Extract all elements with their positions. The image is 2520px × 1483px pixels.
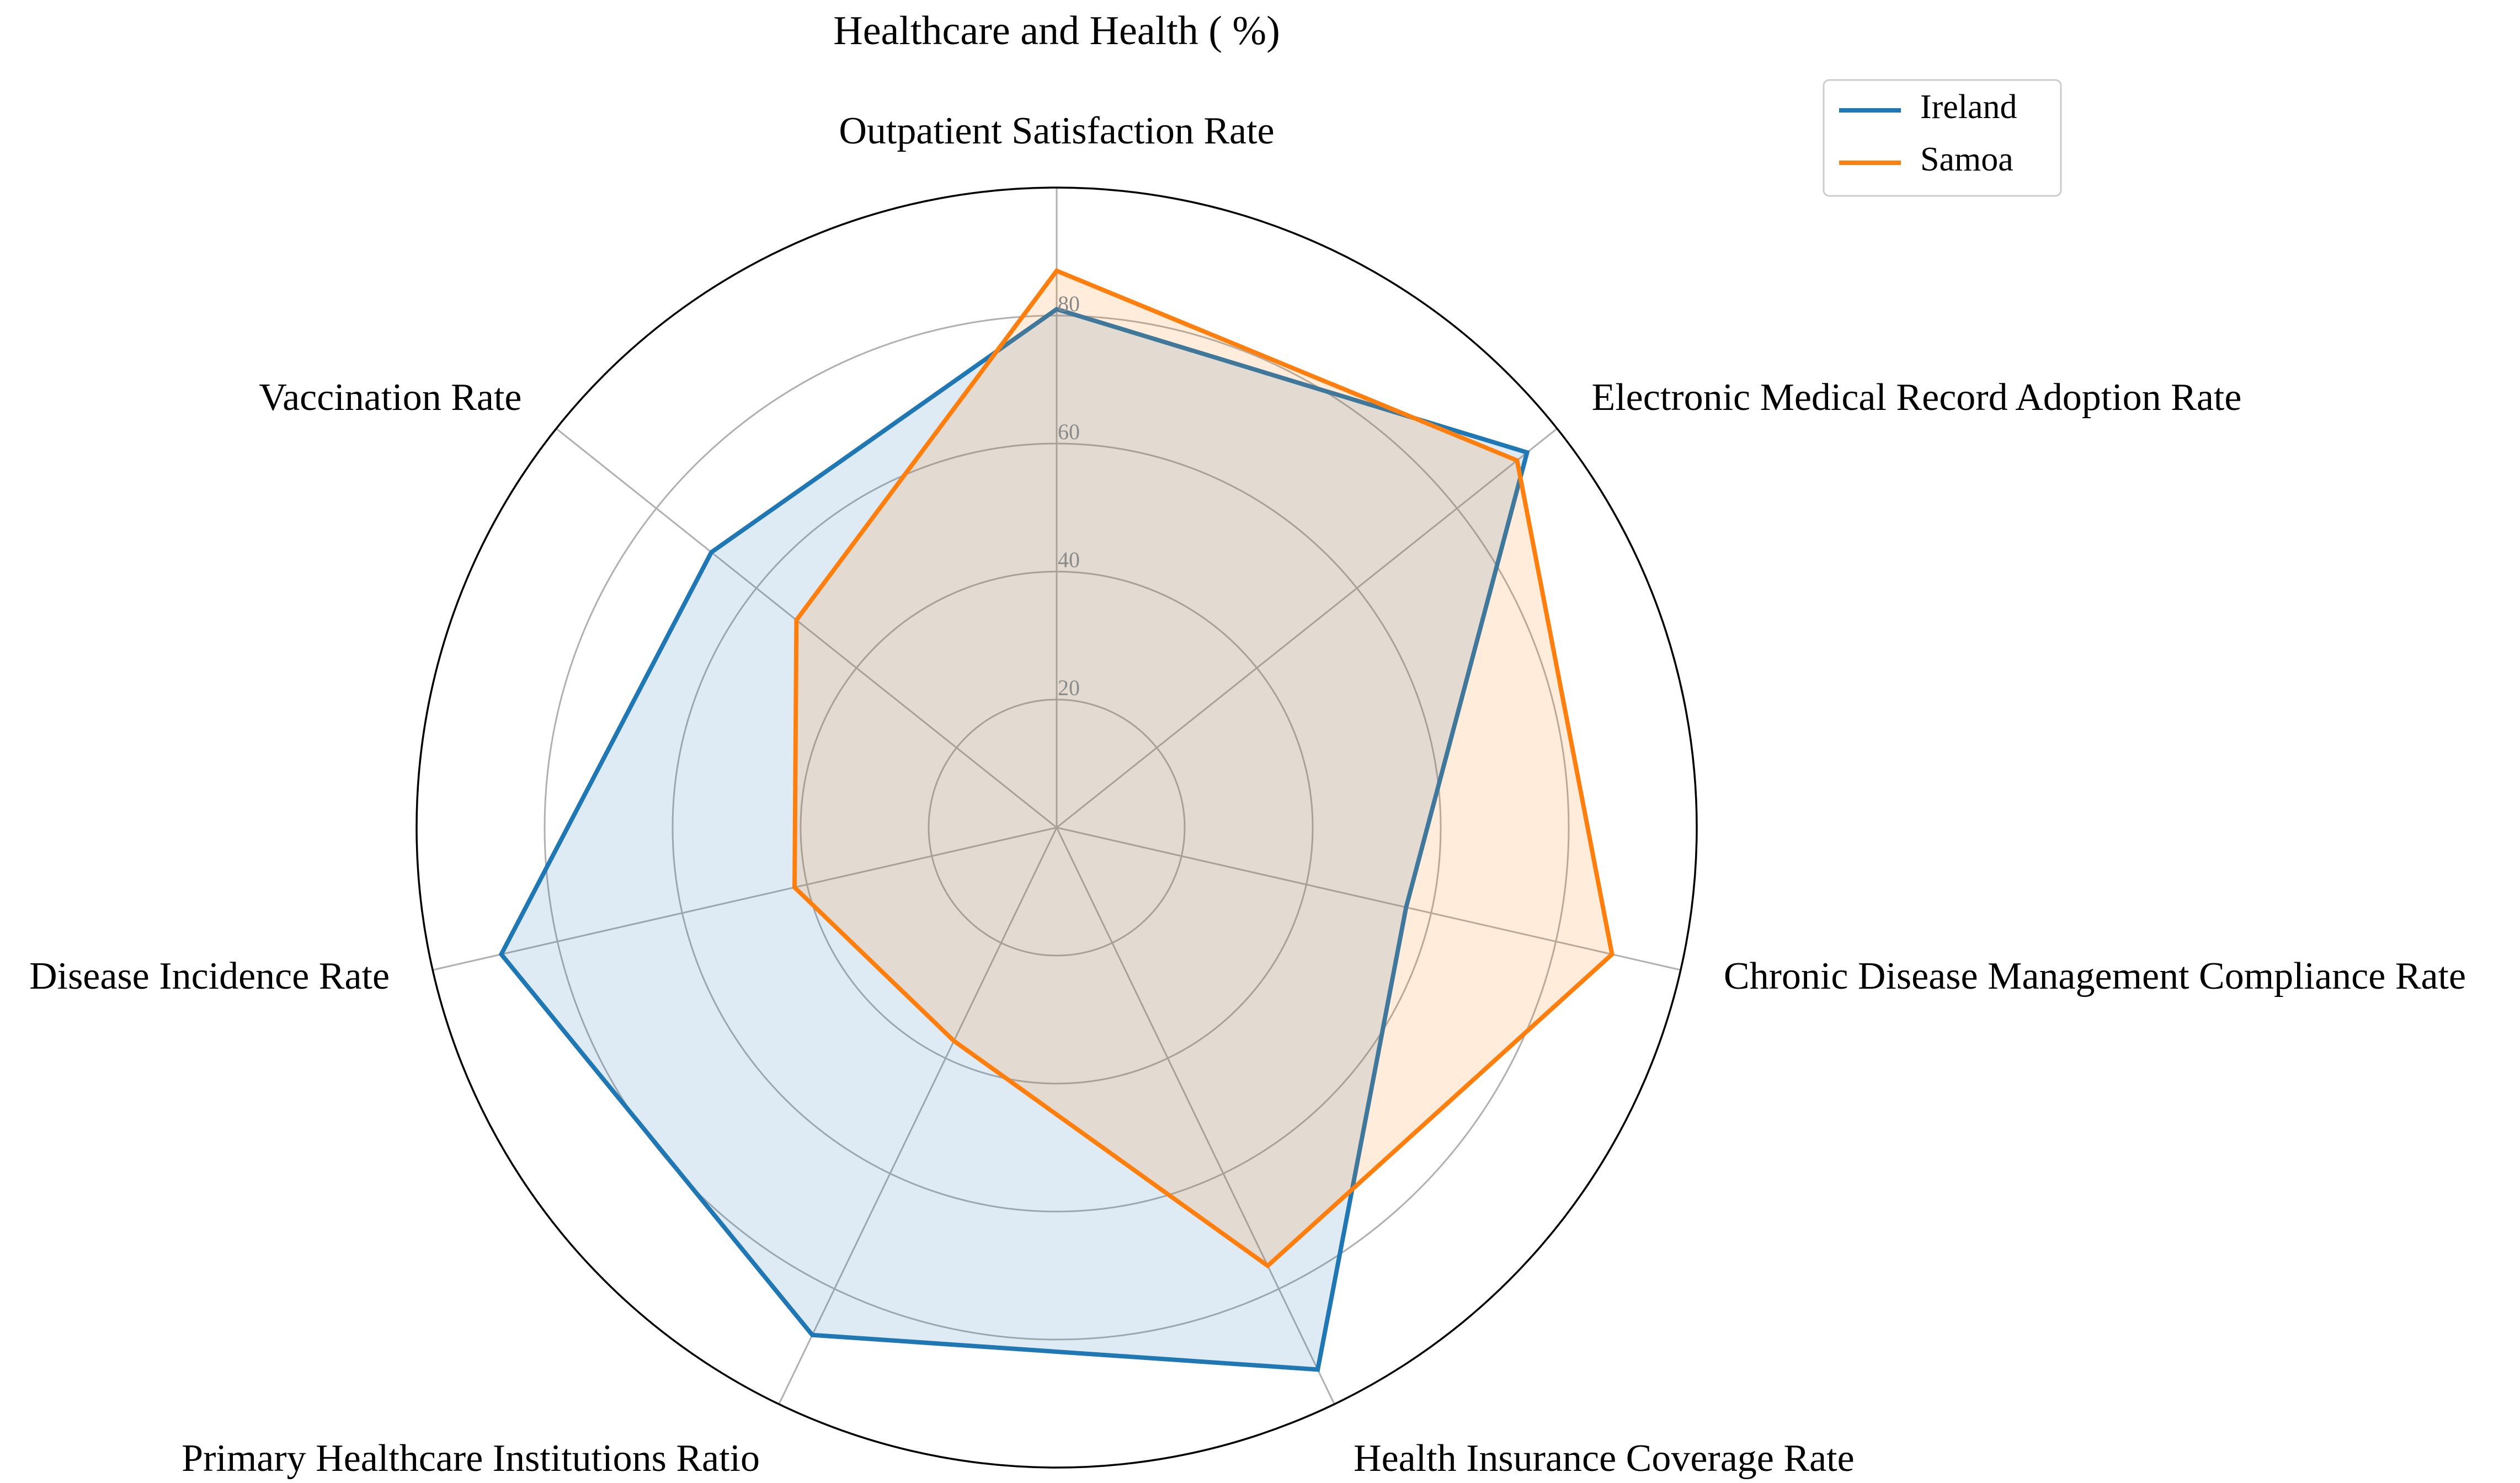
series-fill-samoa — [795, 270, 1612, 1266]
legend-label: Samoa — [1920, 141, 2013, 178]
spoke-line — [778, 827, 1058, 1405]
chart-title: Healthcare and Health ( %) — [833, 8, 1280, 54]
axis-label: Health Insurance Coverage Rate — [1354, 1437, 1855, 1480]
spoke-line — [1056, 428, 1558, 829]
radial-tick-label: 60 — [1058, 419, 1080, 444]
legend-label: Ireland — [1920, 88, 2017, 126]
series-fill-ireland — [501, 309, 1527, 1370]
axis-label: Chronic Disease Management Compliance Ra… — [1724, 955, 2466, 997]
radial-tick-label: 80 — [1058, 291, 1080, 316]
spoke-line — [1056, 827, 1335, 1405]
axis-label: Vaccination Rate — [259, 376, 521, 419]
outer-frame — [415, 186, 1698, 1469]
legend: Ireland Samoa — [1823, 79, 2062, 197]
axis-label: Primary Healthcare Institutions Ratio — [182, 1437, 760, 1480]
series-line-ireland — [498, 307, 1530, 1372]
axis-label: Outpatient Satisfaction Rate — [839, 110, 1274, 152]
axis-label: Disease Incidence Rate — [29, 955, 390, 997]
spoke-line — [556, 428, 1057, 829]
spoke-line — [432, 826, 1057, 971]
axis-label: Electronic Medical Record Adoption Rate — [1591, 376, 2241, 419]
label-layer: 20 40 60 80 Outpatient Satisfaction Rate Elec… — [29, 110, 2466, 1480]
spoke-line — [1056, 826, 1681, 971]
radial-tick-label: 40 — [1058, 547, 1080, 572]
series-layer — [498, 268, 1615, 1372]
series-line-samoa — [792, 268, 1615, 1269]
grid-layer — [415, 186, 1698, 1469]
radial-tick-label: 20 — [1058, 675, 1080, 700]
